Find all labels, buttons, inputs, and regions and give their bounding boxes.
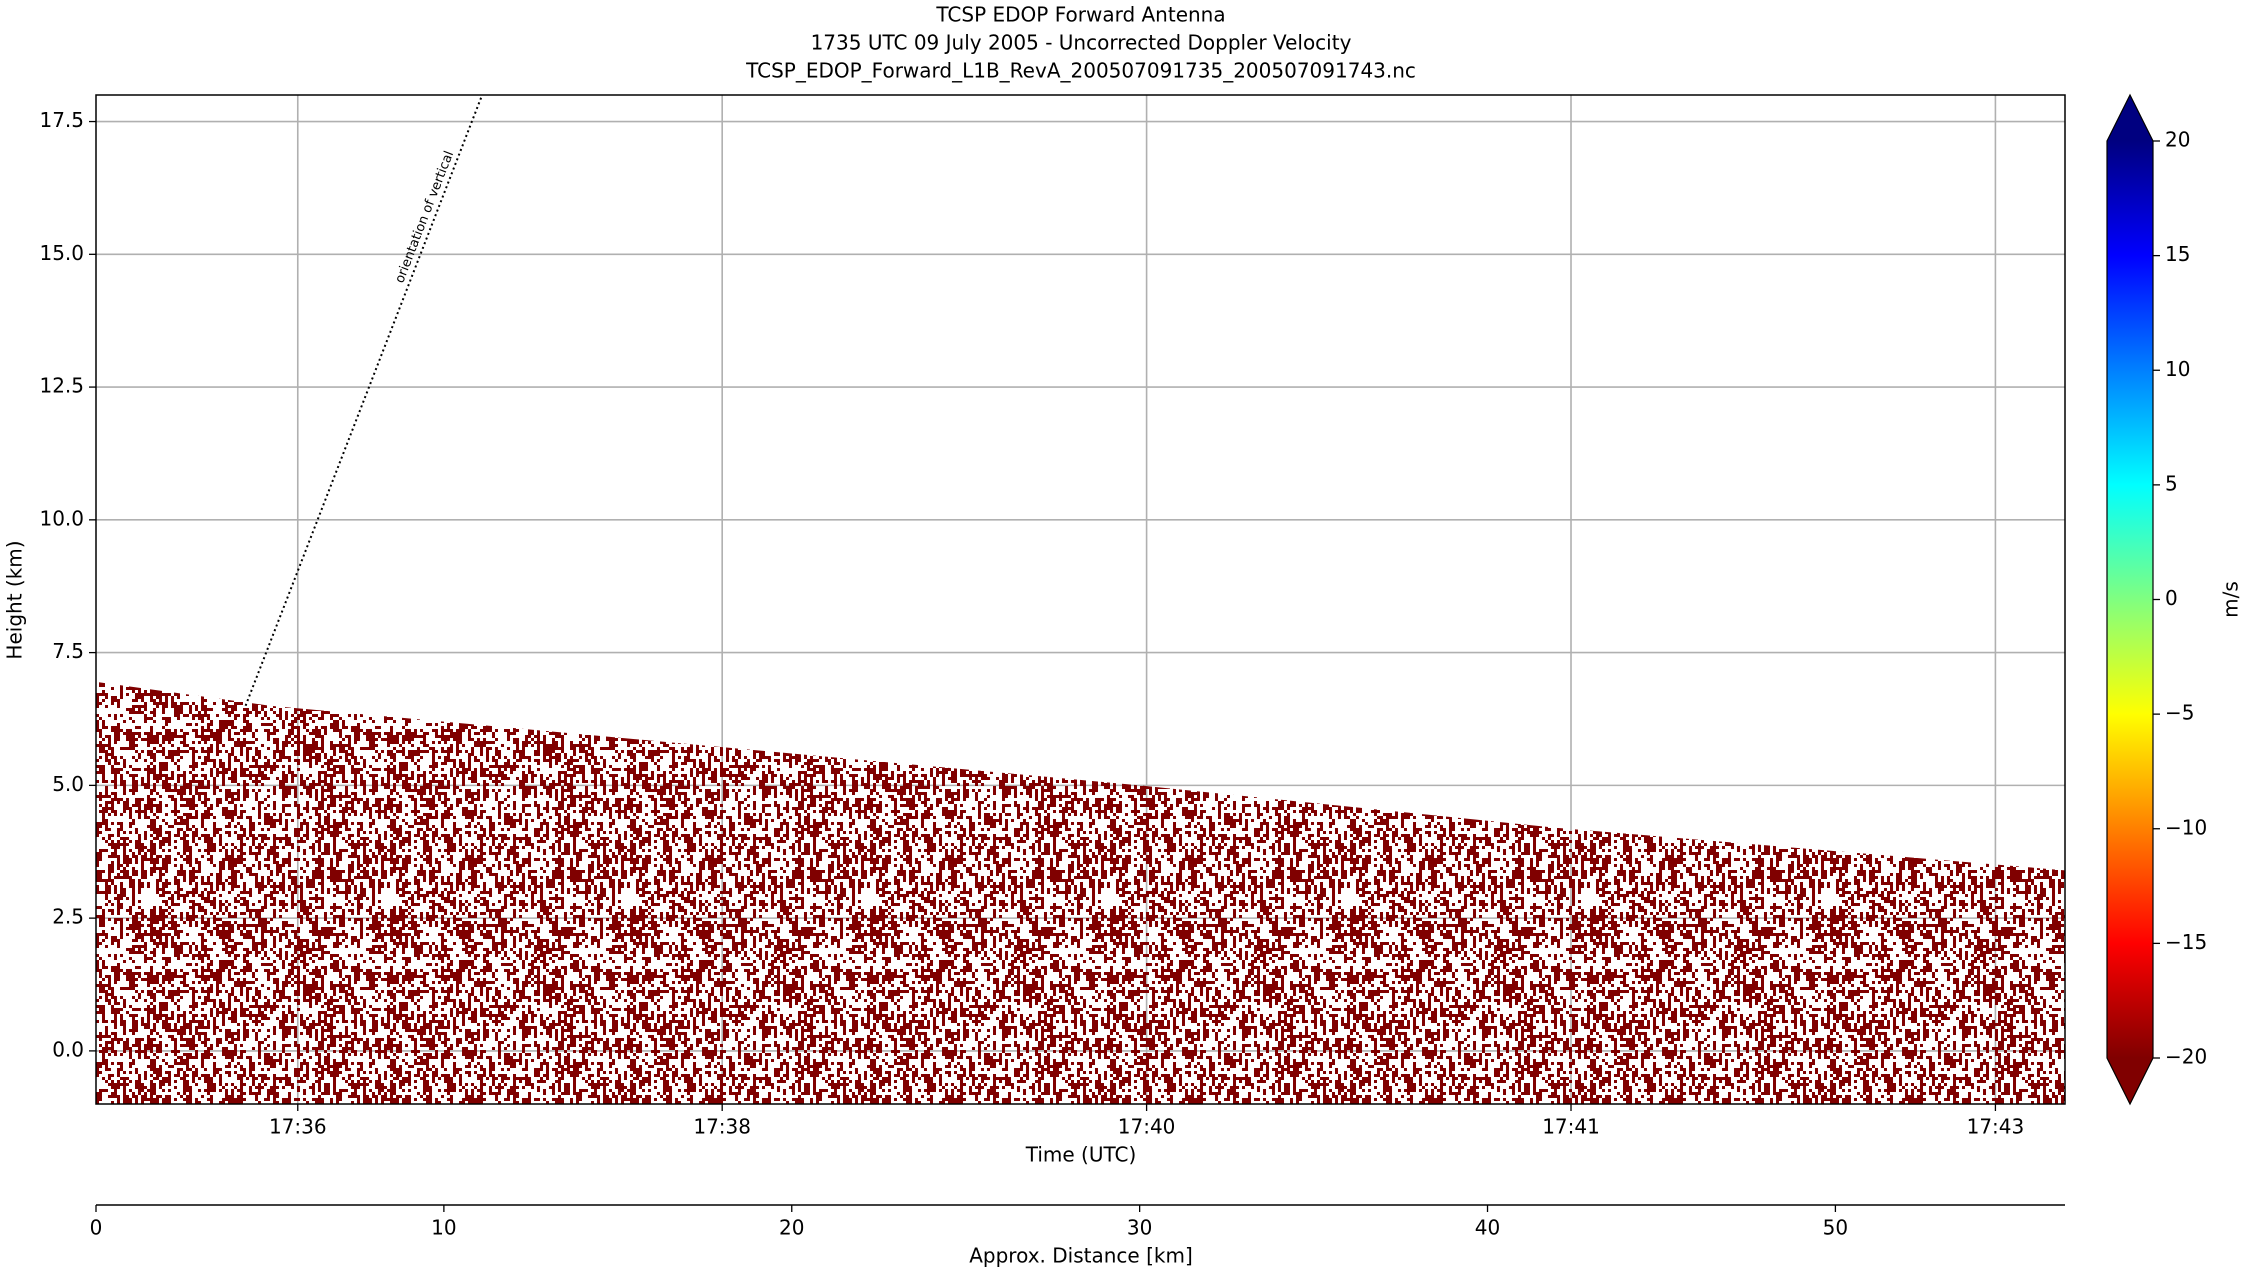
x-tick-label: 17:38 xyxy=(693,1115,751,1139)
x2-tick-label: 0 xyxy=(90,1216,103,1240)
x-tick-label: 17:43 xyxy=(1967,1115,2025,1139)
colorbar-tick-label: 20 xyxy=(2165,128,2190,152)
colorbar-tick-label: 5 xyxy=(2165,471,2178,495)
colorbar-extend-bottom xyxy=(2107,1058,2153,1104)
colorbar-tick-label: 0 xyxy=(2165,586,2178,610)
x2-tick-label: 50 xyxy=(1823,1216,1848,1240)
y-tick-label: 17.5 xyxy=(39,108,84,132)
y-tick-label: 0.0 xyxy=(52,1037,84,1061)
x2-tick-label: 10 xyxy=(431,1216,456,1240)
x2-tick-label: 30 xyxy=(1127,1216,1152,1240)
x-tick-label: 17:40 xyxy=(1118,1115,1176,1139)
x-tick-label: 17:36 xyxy=(269,1115,327,1139)
title: TCSP EDOP Forward Antenna xyxy=(935,3,1225,27)
colorbar-tick-label: 10 xyxy=(2165,357,2190,381)
y-tick-label: 15.0 xyxy=(39,241,84,265)
colorbar-tick-label: −20 xyxy=(2165,1045,2207,1069)
plot-frame xyxy=(95,94,2066,1105)
colorbar-tick-label: −15 xyxy=(2165,930,2207,954)
y-tick-label: 12.5 xyxy=(39,374,84,398)
y-tick-label: 5.0 xyxy=(52,772,84,796)
x2-tick-label: 40 xyxy=(1475,1216,1500,1240)
colorbar-tick-label: −5 xyxy=(2165,701,2194,725)
annotation: orientation of vertical xyxy=(392,149,457,285)
y-axis-label: Height (km) xyxy=(3,540,27,659)
x-axis-label: Time (UTC) xyxy=(1025,1143,1137,1167)
reference-line xyxy=(244,94,484,707)
x2-axis-label: Approx. Distance [km] xyxy=(969,1244,1193,1268)
x2-tick-label: 20 xyxy=(779,1216,804,1240)
colorbar xyxy=(2107,141,2153,1058)
echo-area xyxy=(96,681,2065,1104)
colorbar-label: m/s xyxy=(2219,581,2243,618)
colorbar-tick-label: −10 xyxy=(2165,815,2207,839)
y-tick-label: 2.5 xyxy=(52,905,84,929)
x-tick-label: 17:41 xyxy=(1542,1115,1600,1139)
y-tick-label: 7.5 xyxy=(52,639,84,663)
colorbar-extend-top xyxy=(2107,95,2153,141)
subtitle: 1735 UTC 09 July 2005 - Uncorrected Dopp… xyxy=(811,31,1352,55)
subtitle: TCSP_EDOP_Forward_L1B_RevA_200507091735_… xyxy=(745,59,1416,83)
y-tick-label: 10.0 xyxy=(39,506,84,530)
colorbar-tick-label: 15 xyxy=(2165,242,2190,266)
